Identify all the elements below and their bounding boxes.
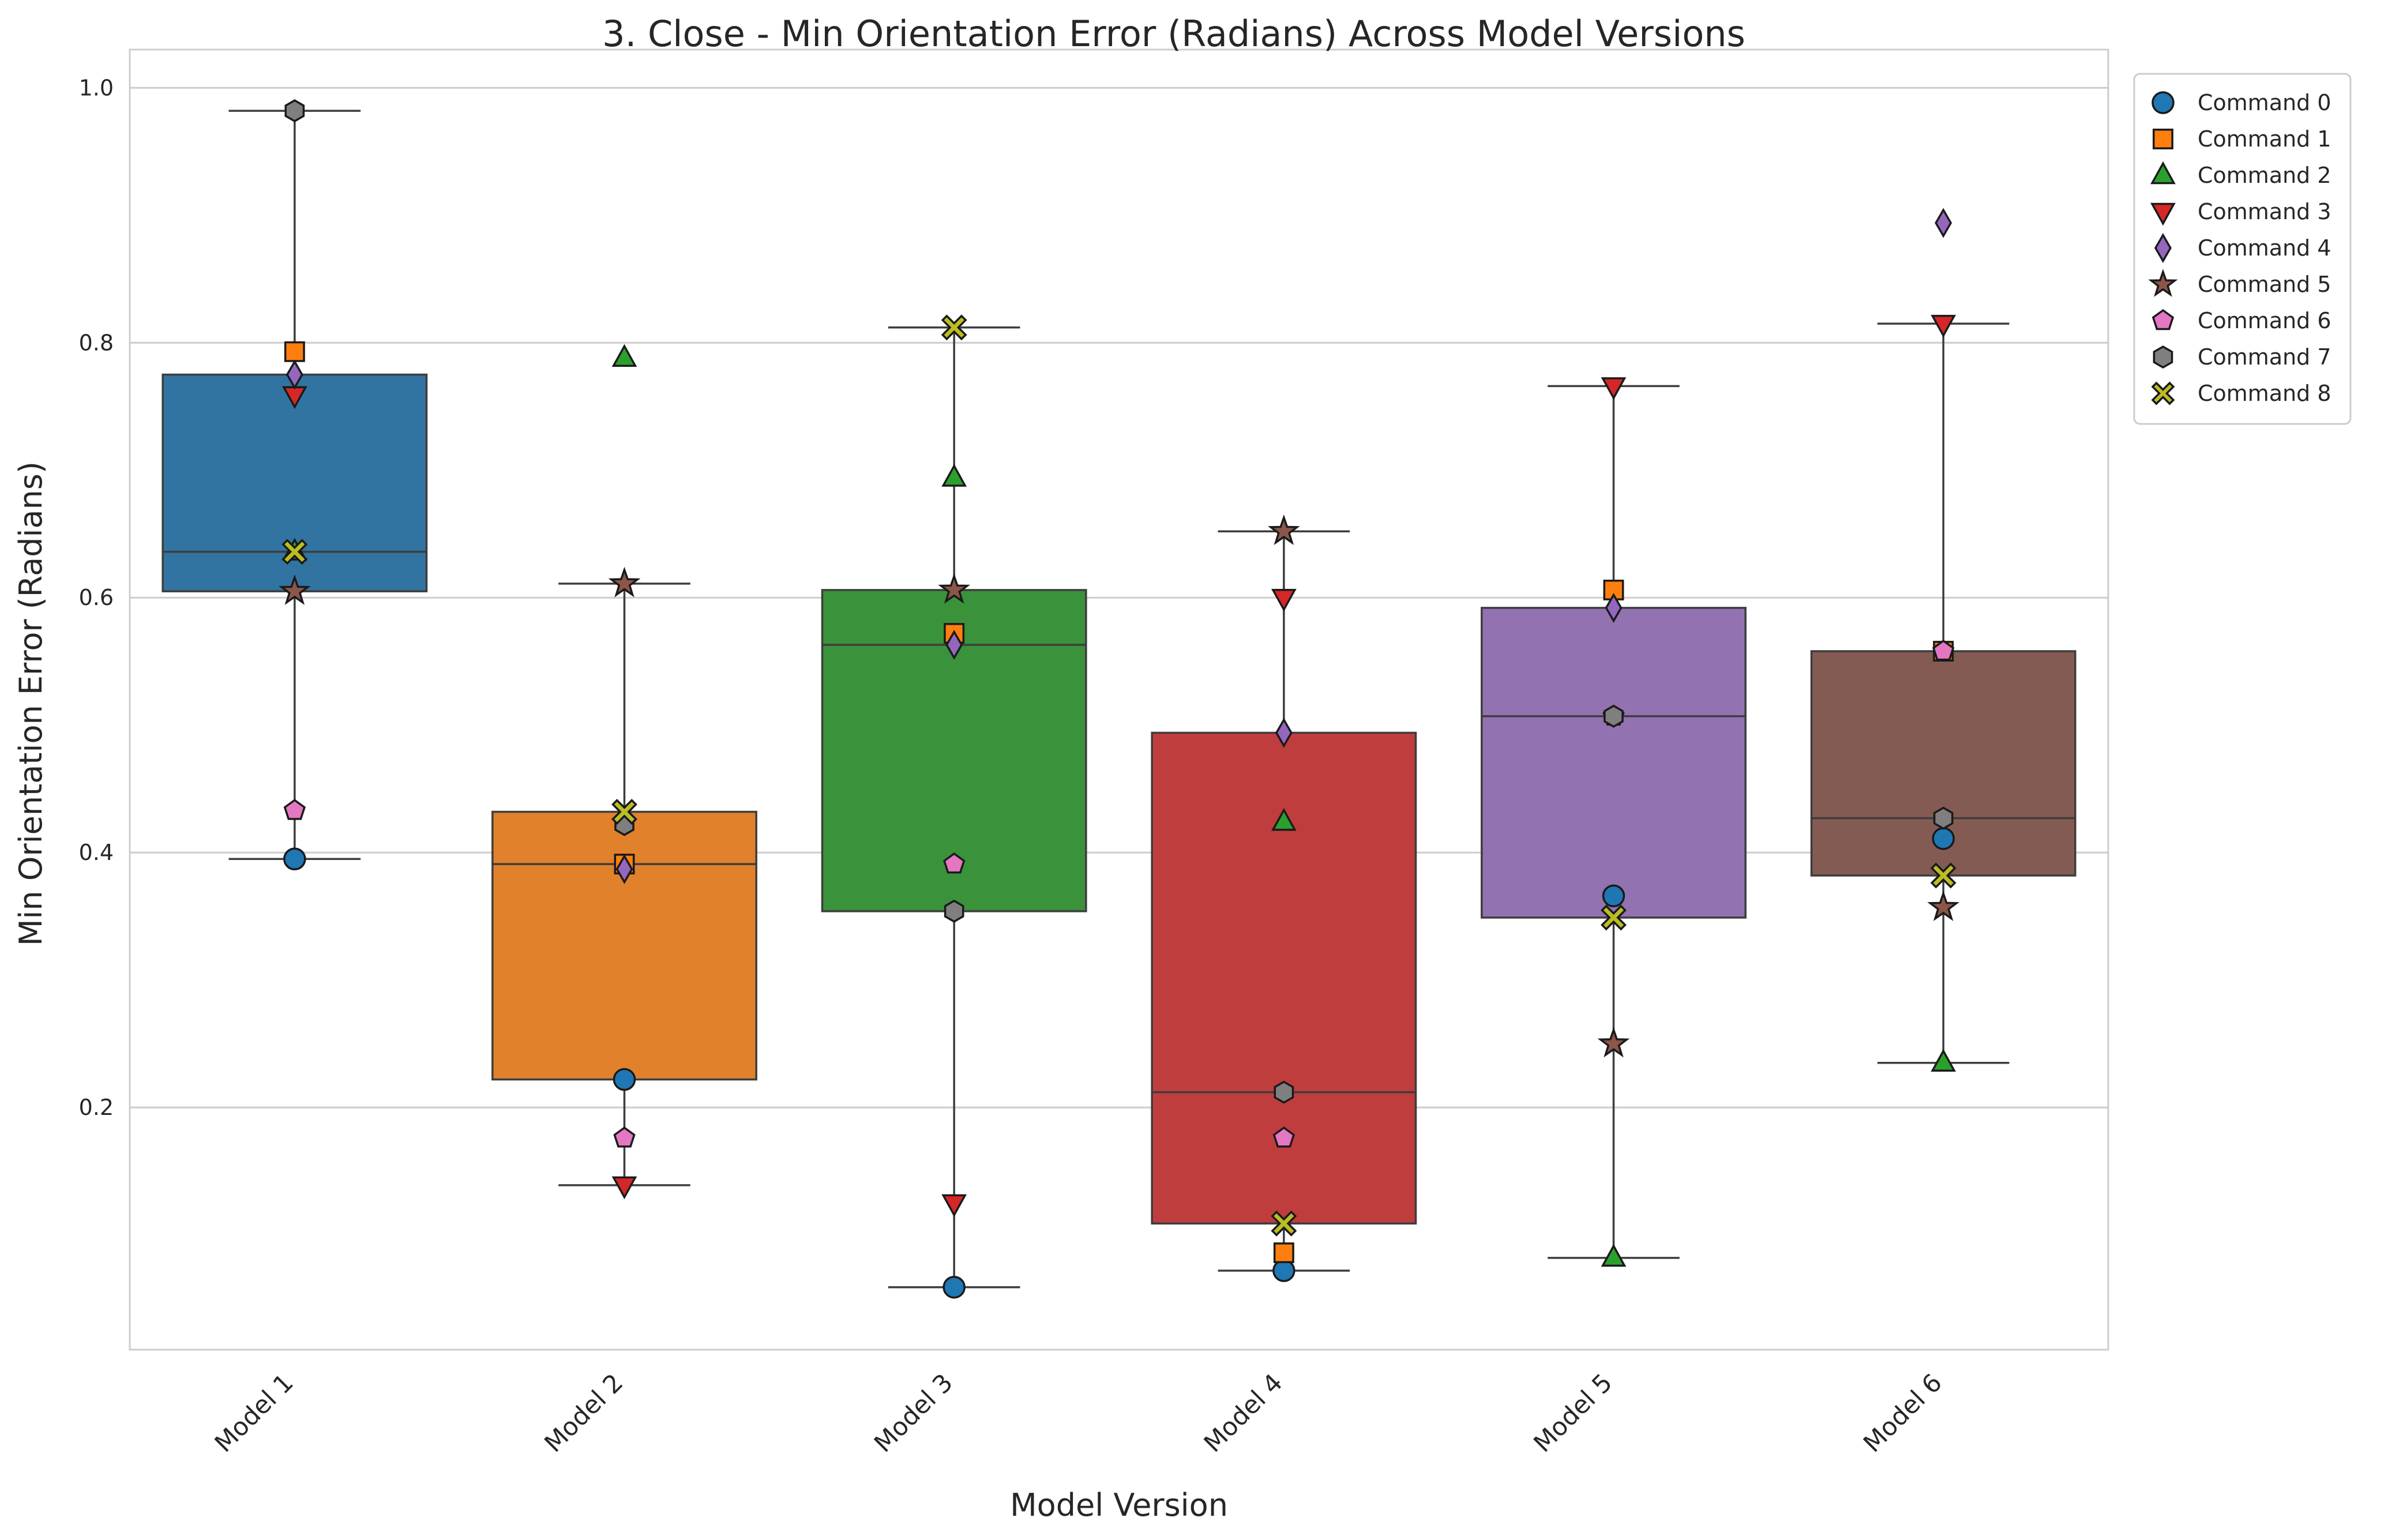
- boxes: [162, 110, 2076, 1289]
- box: [491, 810, 757, 1081]
- point-command-5: [1267, 514, 1300, 546]
- point-command-7: [1604, 704, 1624, 728]
- legend-label: Command 4: [2198, 235, 2331, 261]
- legend-label: Command 2: [2198, 163, 2331, 188]
- legend-label: Command 1: [2198, 126, 2331, 152]
- y-tick-label: 1.0: [79, 75, 114, 100]
- legend-label: Command 8: [2198, 381, 2331, 406]
- legend-label: Command 5: [2198, 272, 2331, 297]
- point-command-2: [611, 344, 637, 367]
- point-command-3: [1601, 377, 1627, 400]
- point-command-3: [611, 1176, 637, 1200]
- point-command-0: [1932, 827, 1955, 850]
- y-axis-label: Min Orientation Error (Radians): [13, 461, 49, 946]
- point-command-3: [1931, 314, 1957, 338]
- point-command-0: [613, 1068, 636, 1091]
- point-command-6: [1272, 1126, 1296, 1148]
- legend-marker-command-0: [2151, 91, 2175, 114]
- legend-marker-command-2: [2150, 161, 2176, 185]
- point-command-2: [1601, 1244, 1627, 1267]
- box: [1151, 731, 1417, 1225]
- point-command-5: [1927, 890, 1960, 921]
- legend-marker-command-4: [2154, 232, 2172, 264]
- point-command-4: [1275, 718, 1293, 748]
- legend-label: Command 3: [2198, 199, 2331, 224]
- legend-marker-command-5: [2148, 269, 2178, 297]
- legend-label: Command 7: [2198, 344, 2331, 370]
- y-tick-label: 0.6: [79, 585, 114, 610]
- y-tick-label: 0.4: [79, 840, 114, 865]
- y-tick-label: 0.8: [79, 330, 114, 355]
- legend-label: Command 0: [2198, 90, 2331, 115]
- point-command-8: [281, 539, 308, 565]
- legend-box: [2133, 73, 2352, 425]
- point-command-8: [1601, 904, 1627, 931]
- point-command-6: [942, 852, 966, 874]
- point-command-0: [942, 1275, 966, 1299]
- point-command-4: [286, 359, 303, 390]
- legend-label: Command 6: [2198, 308, 2331, 333]
- point-command-3: [941, 1194, 967, 1218]
- point-command-5: [938, 573, 971, 604]
- point-command-8: [1271, 1210, 1297, 1237]
- point-command-4: [1935, 208, 1952, 238]
- point-command-0: [1602, 884, 1625, 908]
- point-command-3: [1271, 588, 1297, 612]
- legend-marker-command-3: [2150, 202, 2176, 226]
- legend-marker-command-7: [2153, 345, 2173, 369]
- point-command-8: [1930, 862, 1957, 889]
- point-command-4: [615, 854, 633, 884]
- point-command-1: [1273, 1242, 1294, 1264]
- legend-marker-command-1: [2153, 129, 2173, 149]
- chart-title: 3. Close - Min Orientation Error (Radian…: [602, 13, 1745, 55]
- data-points: [278, 99, 1960, 1299]
- point-command-7: [1933, 806, 1954, 830]
- point-command-4: [945, 629, 963, 660]
- point-command-6: [283, 799, 306, 820]
- point-command-8: [611, 798, 637, 825]
- x-axis-label: Model Version: [1010, 1487, 1228, 1523]
- legend-marker-command-8: [2151, 381, 2175, 405]
- point-command-0: [1272, 1259, 1296, 1282]
- point-command-6: [613, 1126, 636, 1148]
- point-command-4: [1605, 592, 1623, 623]
- legend: Command 0 Command 1 Command 2 Command 3 Comm…: [2133, 73, 2352, 425]
- point-command-7: [284, 99, 305, 123]
- point-command-5: [1597, 1027, 1630, 1058]
- point-command-2: [1271, 807, 1297, 831]
- point-command-5: [278, 574, 311, 605]
- point-command-5: [608, 566, 641, 598]
- y-tick-label: 0.2: [79, 1095, 114, 1120]
- point-command-2: [941, 464, 967, 487]
- point-command-1: [284, 341, 305, 362]
- point-command-2: [1931, 1049, 1957, 1072]
- point-command-7: [1274, 1080, 1294, 1104]
- y-axis-ticks: 0.2 0.4 0.6 0.8 1.0: [79, 75, 114, 1120]
- point-command-8: [941, 314, 967, 341]
- point-command-0: [283, 847, 306, 870]
- gridlines: [130, 87, 2108, 1109]
- legend-marker-command-6: [2151, 309, 2175, 330]
- box: [1481, 607, 1747, 919]
- plot-area: [129, 48, 2109, 1351]
- point-command-7: [944, 899, 964, 923]
- point-command-6: [1932, 639, 1955, 661]
